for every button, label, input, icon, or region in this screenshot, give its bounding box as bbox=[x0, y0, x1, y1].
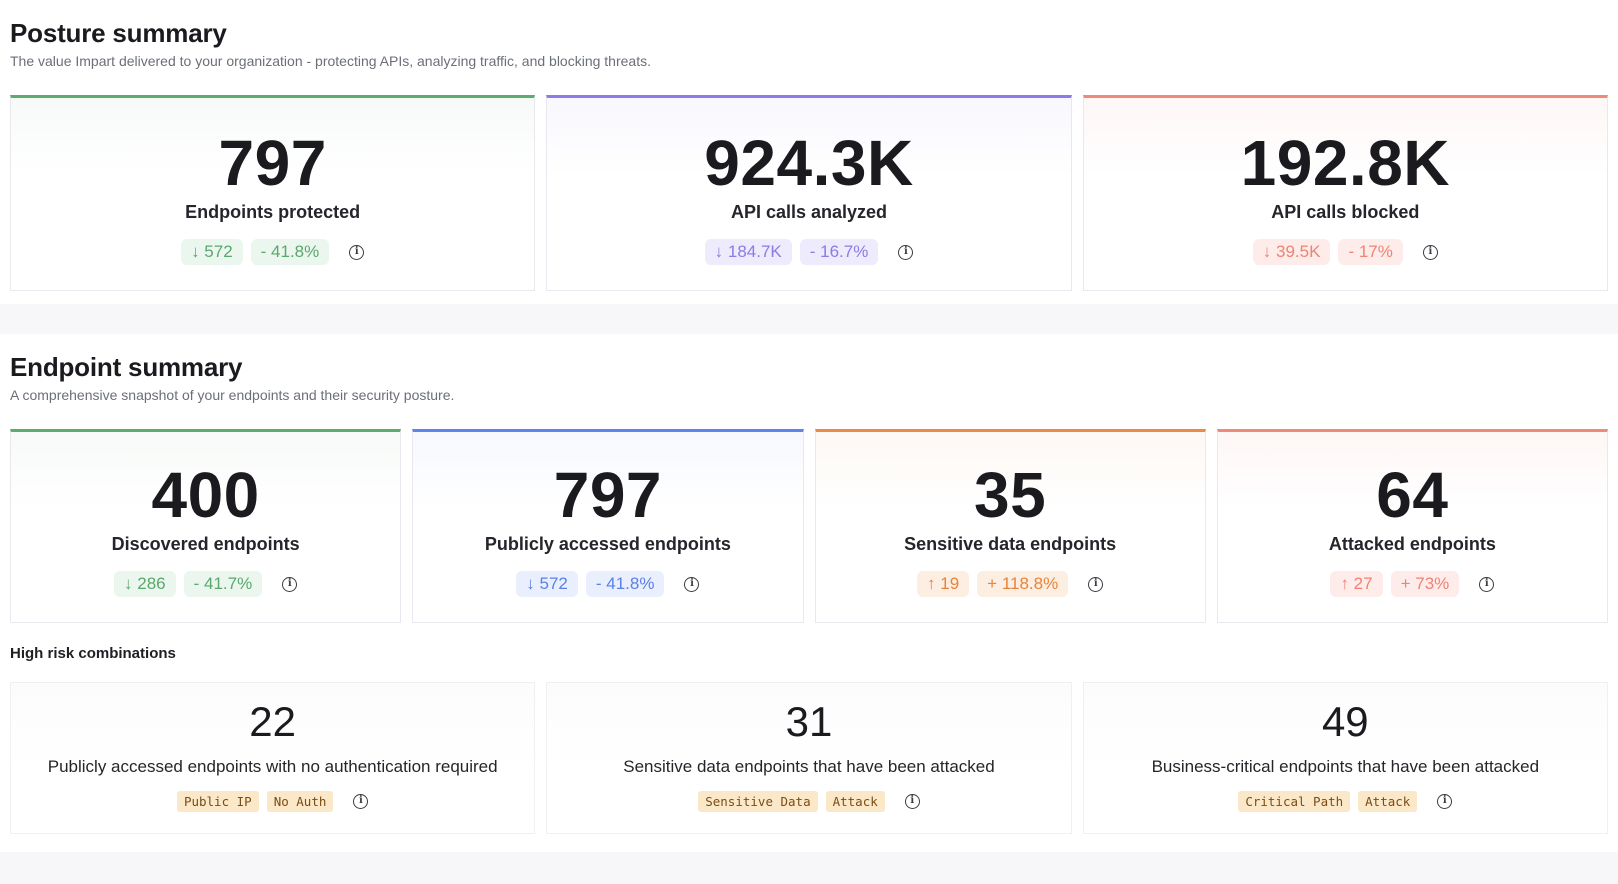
metric-label: Endpoints protected bbox=[185, 202, 361, 222]
info-icon[interactable]: i bbox=[684, 576, 700, 592]
sensitive-data-endpoints-card: 35 Sensitive data endpoints ↑ 19 + 118.8… bbox=[814, 429, 1206, 623]
section-divider bbox=[0, 304, 1618, 334]
info-icon[interactable]: i bbox=[1437, 794, 1453, 809]
info-icon[interactable]: i bbox=[1422, 244, 1438, 260]
metric-label: Attacked endpoints bbox=[1328, 534, 1496, 554]
discovered-endpoints-card: 400 Discovered endpoints ↓ 286 - 41.7% i bbox=[10, 429, 402, 623]
percent-change-badge: - 41.8% bbox=[585, 571, 665, 597]
metric-label: Publicly accessed endpoints bbox=[484, 534, 731, 554]
api-calls-analyzed-card: 924.3K API calls analyzed ↓ 184.7K - 16.… bbox=[546, 95, 1072, 291]
posture-summary-subtitle: The value Impart delivered to your organ… bbox=[10, 53, 651, 69]
endpoint-summary-title: Endpoint summary bbox=[10, 352, 243, 382]
info-icon[interactable]: i bbox=[1479, 576, 1495, 592]
endpoints-protected-card: 797 Endpoints protected ↓ 572 - 41.8% i bbox=[10, 95, 536, 291]
sensitive-attacked-card: 31 Sensitive data endpoints that have be… bbox=[546, 682, 1072, 834]
tag-public-ip: Public IP bbox=[176, 791, 259, 812]
delta-badge: ↓ 286 bbox=[114, 571, 176, 597]
combination-label: Publicly accessed endpoints with no auth… bbox=[47, 757, 498, 776]
delta-badge: ↓ 572 bbox=[516, 571, 578, 597]
metric-value: 400 bbox=[151, 459, 260, 531]
public-no-auth-card: 22 Publicly accessed endpoints with no a… bbox=[10, 682, 536, 834]
endpoint-summary-section: Endpoint summary A comprehensive snapsho… bbox=[0, 334, 1618, 834]
percent-change-badge: - 17% bbox=[1338, 239, 1403, 265]
percent-change-badge: + 118.8% bbox=[977, 571, 1069, 597]
combination-count: 31 bbox=[785, 698, 833, 745]
tag-attack: Attack bbox=[825, 791, 885, 812]
metric-value: 924.3K bbox=[704, 127, 914, 199]
info-icon[interactable]: i bbox=[353, 794, 369, 809]
tag-critical-path: Critical Path bbox=[1238, 791, 1351, 812]
combination-label: Sensitive data endpoints that have been … bbox=[623, 757, 995, 776]
metric-value: 64 bbox=[1376, 459, 1449, 531]
info-icon[interactable]: i bbox=[898, 244, 914, 260]
high-risk-title: High risk combinations bbox=[10, 645, 176, 662]
endpoint-summary-subtitle: A comprehensive snapshot of your endpoin… bbox=[10, 387, 455, 403]
posture-summary-title: Posture summary bbox=[10, 18, 227, 48]
metric-value: 797 bbox=[218, 127, 327, 199]
combination-count: 49 bbox=[1321, 698, 1369, 745]
metric-label: Discovered endpoints bbox=[111, 534, 300, 554]
delta-badge: ↓ 184.7K bbox=[704, 239, 792, 265]
tag-sensitive-data: Sensitive Data bbox=[698, 791, 818, 812]
publicly-accessed-endpoints-card: 797 Publicly accessed endpoints ↓ 572 - … bbox=[412, 429, 804, 623]
combination-count: 22 bbox=[249, 698, 297, 745]
metric-label: Sensitive data endpoints bbox=[904, 534, 1117, 554]
percent-change-badge: + 73% bbox=[1390, 571, 1460, 597]
percent-change-badge: - 41.8% bbox=[250, 239, 330, 265]
tag-no-auth: No Auth bbox=[266, 791, 334, 812]
delta-badge: ↑ 27 bbox=[1330, 571, 1383, 597]
delta-badge: ↓ 572 bbox=[181, 239, 243, 265]
tag-attack: Attack bbox=[1358, 791, 1418, 812]
delta-badge: ↑ 19 bbox=[917, 571, 970, 597]
info-icon[interactable]: i bbox=[904, 794, 920, 809]
metric-label: API calls analyzed bbox=[730, 202, 888, 222]
attacked-endpoints-card: 64 Attacked endpoints ↑ 27 + 73% i bbox=[1216, 429, 1608, 623]
bottom-divider bbox=[0, 852, 1618, 884]
metric-value: 192.8K bbox=[1240, 127, 1450, 199]
info-icon[interactable]: i bbox=[1088, 576, 1104, 592]
api-calls-blocked-card: 192.8K API calls blocked ↓ 39.5K - 17% i bbox=[1082, 95, 1608, 291]
metric-value: 797 bbox=[553, 459, 663, 531]
percent-change-badge: - 41.7% bbox=[183, 571, 263, 597]
metric-value: 35 bbox=[974, 459, 1047, 531]
metric-label: API calls blocked bbox=[1271, 202, 1420, 222]
combination-label: Business-critical endpoints that have be… bbox=[1151, 757, 1540, 776]
delta-badge: ↓ 39.5K bbox=[1252, 239, 1331, 265]
percent-change-badge: - 16.7% bbox=[799, 239, 879, 265]
info-icon[interactable]: i bbox=[282, 576, 298, 592]
posture-summary-section: Posture summary The value Impart deliver… bbox=[0, 0, 1618, 304]
critical-attacked-card: 49 Business-critical endpoints that have… bbox=[1082, 682, 1608, 834]
info-icon[interactable]: i bbox=[349, 244, 365, 260]
